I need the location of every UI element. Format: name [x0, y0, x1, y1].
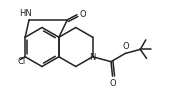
Text: O: O [122, 42, 129, 51]
Text: HN: HN [19, 9, 32, 18]
Text: O: O [110, 79, 116, 88]
Text: N: N [89, 53, 96, 62]
Text: Cl: Cl [18, 57, 26, 66]
Text: O: O [79, 10, 86, 19]
